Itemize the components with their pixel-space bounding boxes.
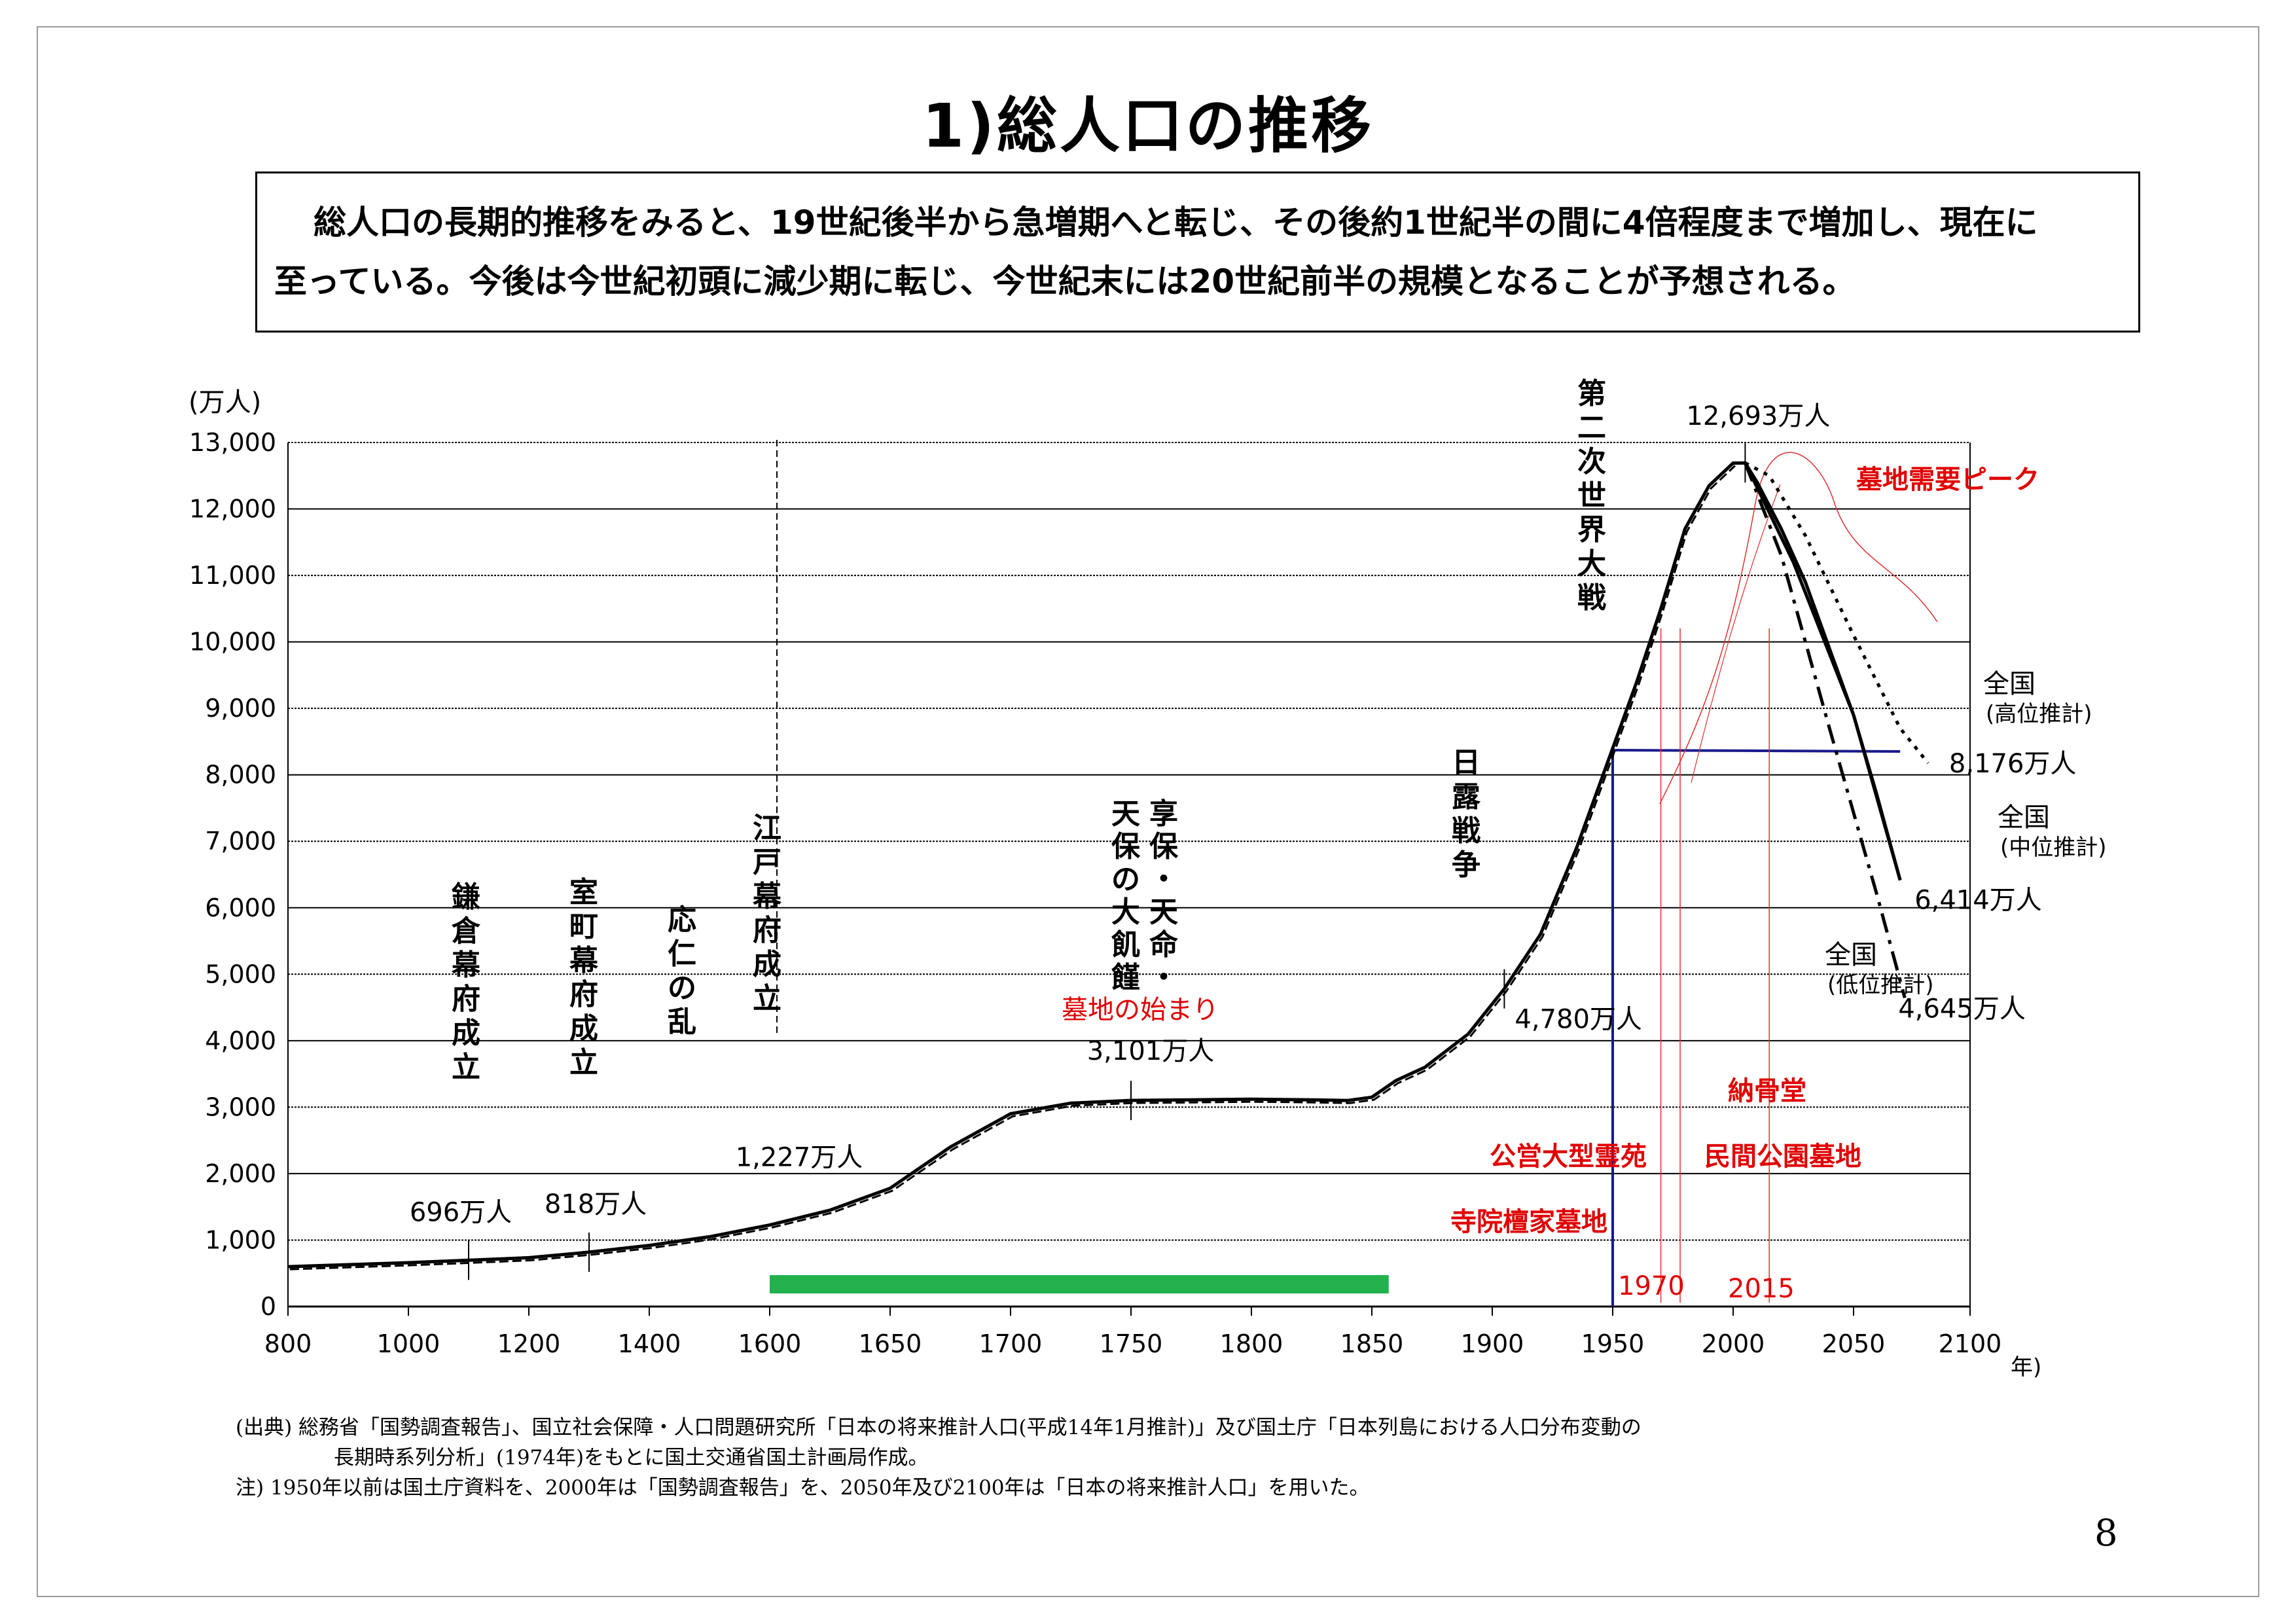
- y-tick-label: 3,000: [205, 1092, 276, 1121]
- blue-horizontal-marker: [1612, 749, 1901, 753]
- data-note: 注) 1950年以前は国土庁資料を、2000年は「国勢調査報告」を、2050年及…: [236, 1476, 1370, 1500]
- label-low-sub: (低位推計): [1827, 972, 1934, 998]
- series-line: [287, 461, 1902, 1269]
- x-tick-label: 1650: [859, 1329, 922, 1358]
- y-tick-label: 4,000: [205, 1026, 276, 1055]
- data-label: 696万人: [410, 1197, 512, 1227]
- x-tick-label: 2050: [1822, 1329, 1886, 1358]
- footnotes: (出典) 総務省「国勢調査報告」、国立社会保障・人口問題研究所「日本の将来推計人…: [236, 1413, 2068, 1503]
- x-tick-label: 1750: [1100, 1329, 1163, 1358]
- annotation-year-2015: 2015: [1728, 1274, 1795, 1304]
- source-note-line-1: (出典) 総務省「国勢調査報告」、国立社会保障・人口問題研究所「日本の将来推計人…: [236, 1416, 1641, 1439]
- source-note-line-2: 長期時系列分析」(1974年)をもとに国土交通省国土計画局作成。: [334, 1446, 929, 1470]
- label-high-sub: (高位推計): [1986, 701, 2092, 727]
- annotation-year-1970: 1970: [1618, 1271, 1685, 1301]
- y-tick-label: 1,000: [205, 1225, 276, 1254]
- x-tick-label: 1700: [979, 1329, 1043, 1358]
- x-tick-label: 1000: [377, 1329, 440, 1358]
- label-mid-main: 全国: [1998, 803, 2050, 833]
- annotation-grave-peak: 墓地需要ピーク: [1856, 465, 2039, 495]
- x-tick-label: 1950: [1581, 1329, 1645, 1358]
- axes: [287, 442, 1971, 1316]
- series-line: [1744, 462, 1907, 999]
- event-label: 第二次世界大戦: [1577, 377, 1606, 615]
- data-label: 8,176万人: [1949, 749, 2077, 779]
- annotation-public-cemetery: 公営大型霊苑: [1490, 1142, 1647, 1172]
- grave-peak-curve: [1691, 484, 1781, 784]
- annotation-graves-start: 墓地の始まり: [1062, 995, 1219, 1025]
- y-tick-label: 13,000: [189, 428, 276, 457]
- y-tick-label: 9,000: [205, 694, 276, 723]
- label-mid-sub: (中位推計): [2000, 835, 2107, 861]
- label-low-main: 全国: [1825, 940, 1877, 970]
- x-tick-label: 1200: [497, 1329, 561, 1358]
- event-label: 室町幕府成立: [569, 876, 599, 1079]
- y-tick-label: 6,000: [205, 893, 276, 922]
- green-period-bar: [770, 1275, 1389, 1293]
- x-tick-labels: 800 1000 1200 1400 1600 1650 1700 1750 1800 1850 1…: [264, 1329, 2002, 1358]
- x-tick-label: 1850: [1340, 1329, 1404, 1358]
- page-title: 1)総人口の推移: [922, 91, 1374, 161]
- data-label: 12,693万人: [1686, 401, 1830, 431]
- series-lines: [287, 461, 1929, 1271]
- y-tick-label: 2,000: [205, 1159, 276, 1188]
- x-tick-label: 1600: [738, 1329, 802, 1358]
- event-label: 日露戦争: [1452, 746, 1481, 882]
- event-label: 江戸幕府成立: [752, 812, 782, 1015]
- y-tick-labels: 0 1,000 2,000 3,000 4,000 5,000 6,000 7,000 8,00…: [189, 428, 276, 1321]
- y-tick-label: 5,000: [205, 960, 276, 988]
- data-labels: 696万人 818万人 1,227万人 3,101万人 4,780万人 12,693万人 8…: [410, 401, 2077, 1280]
- summary-text-1: 総人口の長期的推移をみると、19世紀後半から急増期へと転じ、その後約1世紀半の間…: [314, 204, 2038, 242]
- y-tick-label: 10,000: [189, 628, 276, 657]
- x-tick-label: 2100: [1939, 1329, 2002, 1358]
- label-high-main: 全国: [1983, 669, 2036, 699]
- y-axis-unit: (万人): [188, 388, 261, 418]
- y-tick-label: 12,000: [189, 495, 276, 524]
- data-label: 3,101万人: [1087, 1036, 1215, 1066]
- x-tick-label: 1900: [1461, 1329, 1524, 1358]
- gridlines: [288, 442, 1970, 1241]
- data-label: 4,780万人: [1515, 1005, 1642, 1035]
- summary-line-1: 総人口の長期的推移をみると、19世紀後半から急増期へと転じ、その後約1世紀半の間…: [274, 193, 2121, 252]
- data-label: 818万人: [545, 1189, 647, 1219]
- overlays: [770, 440, 1938, 1307]
- y-tick-label: 7,000: [205, 827, 276, 856]
- event-label: 応仁の乱: [668, 903, 696, 1039]
- annotation-private-cemetery: 民間公園墓地: [1704, 1142, 1861, 1172]
- page-frame: [37, 26, 2259, 1597]
- x-tick-label: 800: [264, 1329, 312, 1358]
- summary-box: 総人口の長期的推移をみると、19世紀後半から急増期へと転じ、その後約1世紀半の間…: [255, 171, 2140, 333]
- page-number: 8: [2094, 1512, 2118, 1555]
- y-tick-label: 0: [260, 1292, 276, 1321]
- x-tick-label: 1400: [618, 1329, 681, 1358]
- summary-line-2: 至っている。今後は今世紀初頭に減少期に転じ、今世紀末には20世紀前半の規模となる…: [274, 262, 1856, 300]
- data-label: 6,414万人: [1914, 886, 2042, 916]
- series-line: [1744, 462, 1902, 881]
- annotation-temple-cemetery: 寺院檀家墓地: [1450, 1207, 1607, 1237]
- data-label: 4,645万人: [1898, 994, 2026, 1024]
- series-line: [1744, 461, 1929, 765]
- x-axis-unit: 年): [2011, 1354, 2041, 1380]
- series-line-trace: [289, 465, 1736, 1271]
- grave-peak-curve: [1659, 452, 1938, 804]
- x-tick-label: 1800: [1220, 1329, 1283, 1358]
- event-labels: 鎌倉幕府成立 室町幕府成立 応仁の乱 江戸幕府成立 享保・天命・天保の大飢饉 日露戦争 第二…: [451, 377, 1606, 1084]
- y-tick-label: 8,000: [205, 761, 276, 789]
- event-label: 天保の大飢饉: [1111, 797, 1141, 994]
- event-label: 享保・天命・: [1149, 797, 1179, 994]
- x-tick-label: 2000: [1702, 1329, 1765, 1358]
- annotation-ossuary: 納骨堂: [1728, 1076, 1806, 1106]
- data-label: 1,227万人: [736, 1142, 863, 1172]
- y-tick-label: 11,000: [189, 561, 276, 590]
- event-label: 鎌倉幕府成立: [451, 880, 481, 1084]
